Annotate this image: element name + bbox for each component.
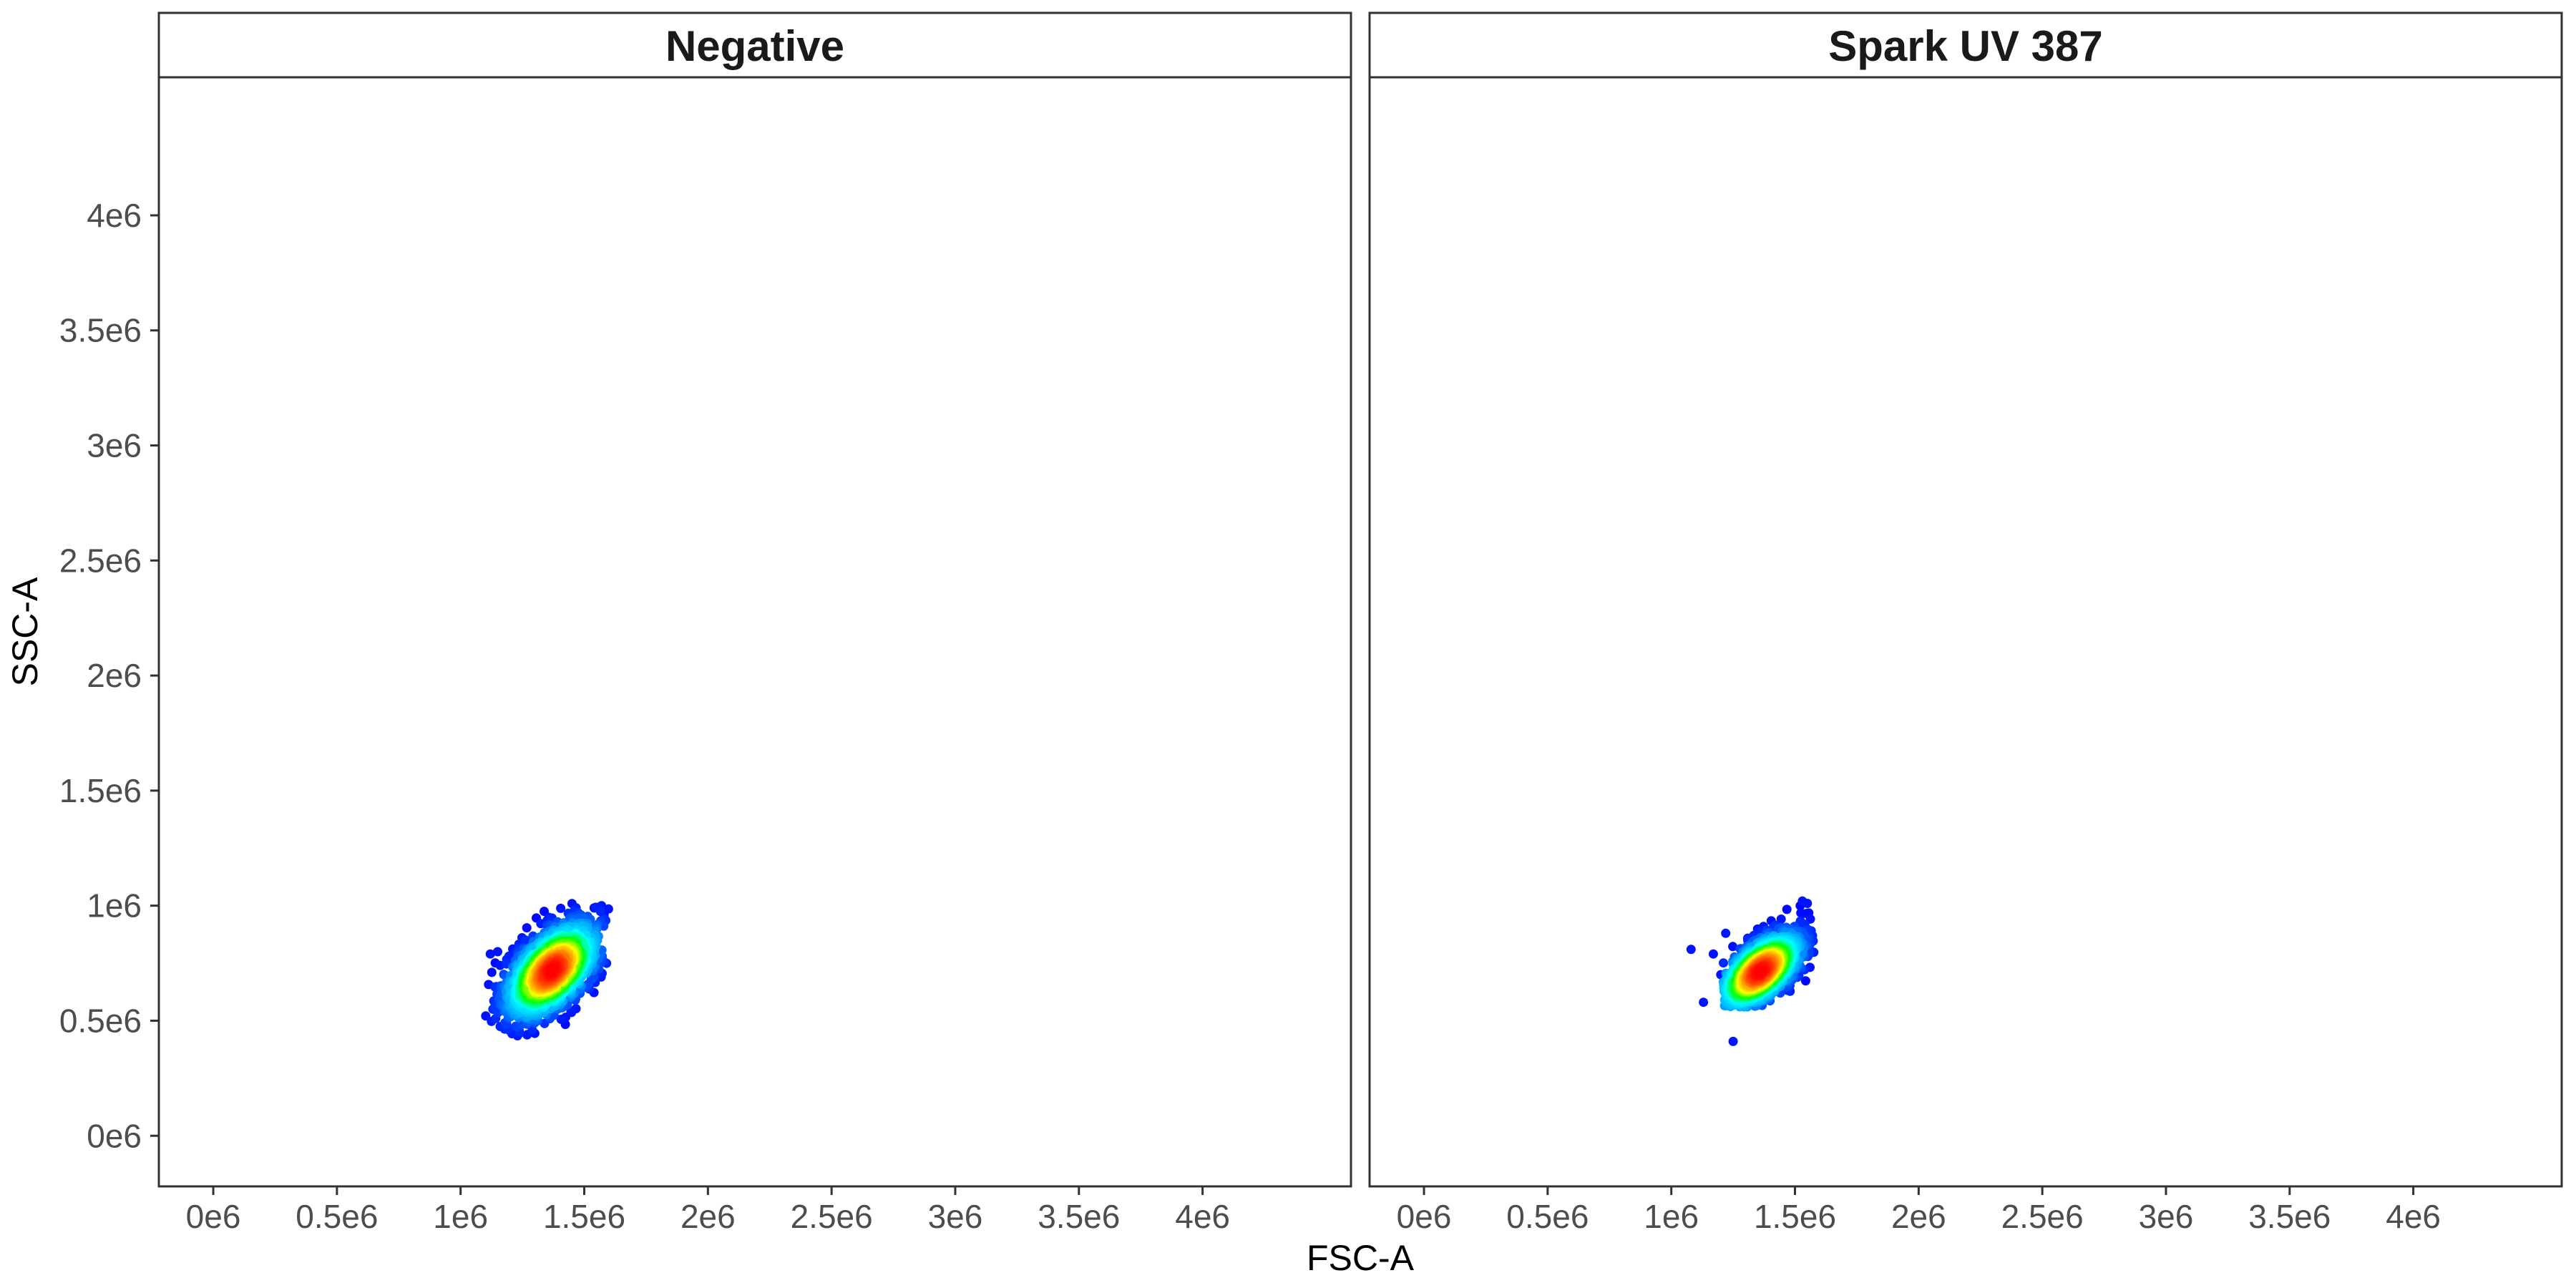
y-tick-label: 1e6 xyxy=(87,887,142,924)
data-point xyxy=(1728,1036,1738,1046)
data-point xyxy=(1721,928,1731,938)
x-tick-label: 2e6 xyxy=(680,1198,736,1235)
data-point xyxy=(1797,896,1807,906)
point-layer xyxy=(481,899,613,1040)
data-point xyxy=(485,949,495,959)
plot-area xyxy=(157,76,1352,1188)
x-tick-label: 1.5e6 xyxy=(543,1198,625,1235)
data-point xyxy=(595,907,605,917)
y-tick-label: 1.5e6 xyxy=(59,772,142,809)
data-point xyxy=(1708,949,1718,959)
y-tick-label: 4e6 xyxy=(87,197,142,234)
data-point xyxy=(1755,967,1765,977)
data-point xyxy=(1797,909,1807,919)
panel-title: Spark UV 387 xyxy=(1828,22,2103,70)
x-tick-label: 3.5e6 xyxy=(2248,1198,2331,1235)
x-tick-label: 2.5e6 xyxy=(2001,1198,2084,1235)
y-tick-label: 0e6 xyxy=(87,1117,142,1154)
x-tick-label: 1e6 xyxy=(433,1198,488,1235)
panel-title: Negative xyxy=(665,22,844,70)
x-tick-label: 4e6 xyxy=(2386,1198,2441,1235)
x-tick-label: 3.5e6 xyxy=(1038,1198,1120,1235)
x-tick-label: 2.5e6 xyxy=(791,1198,873,1235)
data-point xyxy=(521,935,530,945)
data-point xyxy=(487,967,497,977)
y-tick-label: 3.5e6 xyxy=(59,312,142,349)
data-point xyxy=(522,923,532,933)
plot-area xyxy=(1368,76,2563,1188)
data-point xyxy=(1686,945,1696,955)
data-point xyxy=(1782,904,1792,914)
data-point xyxy=(556,1015,566,1024)
data-point xyxy=(1719,958,1728,968)
data-point xyxy=(1800,976,1810,986)
data-point xyxy=(547,965,557,975)
y-axis: 0e6 0.5e6 1e6 1.5e6 2e6 2.5e6 3e6 3.5e6 4e6 xyxy=(59,197,159,1154)
x-tick-label: 3e6 xyxy=(2139,1198,2194,1235)
y-tick-label: 2.5e6 xyxy=(59,542,142,579)
x-tick-label: 3e6 xyxy=(928,1198,983,1235)
y-tick-label: 0.5e6 xyxy=(59,1002,142,1039)
data-point xyxy=(493,947,502,957)
data-point xyxy=(1699,997,1709,1008)
data-point xyxy=(586,975,596,985)
panel-strip xyxy=(1368,11,2563,79)
x-tick-label: 0e6 xyxy=(1397,1198,1452,1235)
panel-spark-uv-387: Spark UV 387 0e6 0.5e6 1e6 1.5e6 2e6 2.5e6 3e6… xyxy=(1368,11,2563,1235)
point-layer xyxy=(1686,896,1819,1046)
data-point xyxy=(1728,942,1738,952)
y-axis-title: SSC-A xyxy=(5,577,45,686)
x-tick-label: 4e6 xyxy=(1175,1198,1230,1235)
x-tick-label: 1.5e6 xyxy=(1754,1198,1836,1235)
x-tick-label: 0.5e6 xyxy=(296,1198,378,1235)
panel-negative: Negative 0e6 0.5e6 1e6 1.5e6 2e6 2.5e6 3e6 3.5e… xyxy=(59,11,1352,1235)
x-tick-label: 2e6 xyxy=(1891,1198,1946,1235)
x-axis: 0e6 0.5e6 1e6 1.5e6 2e6 2.5e6 3e6 3.5e6 4e6 xyxy=(186,1186,1230,1235)
x-axis: 0e6 0.5e6 1e6 1.5e6 2e6 2.5e6 3e6 3.5e6 4e6 xyxy=(1397,1186,2441,1235)
x-tick-label: 0e6 xyxy=(186,1198,241,1235)
data-point xyxy=(556,903,566,913)
x-tick-label: 0.5e6 xyxy=(1506,1198,1589,1235)
panel-strip xyxy=(157,11,1352,79)
x-axis-title: FSC-A xyxy=(1307,1238,1415,1278)
y-tick-label: 2e6 xyxy=(87,657,142,694)
x-tick-label: 1e6 xyxy=(1644,1198,1699,1235)
data-point xyxy=(1776,914,1786,924)
y-tick-label: 3e6 xyxy=(87,427,142,464)
